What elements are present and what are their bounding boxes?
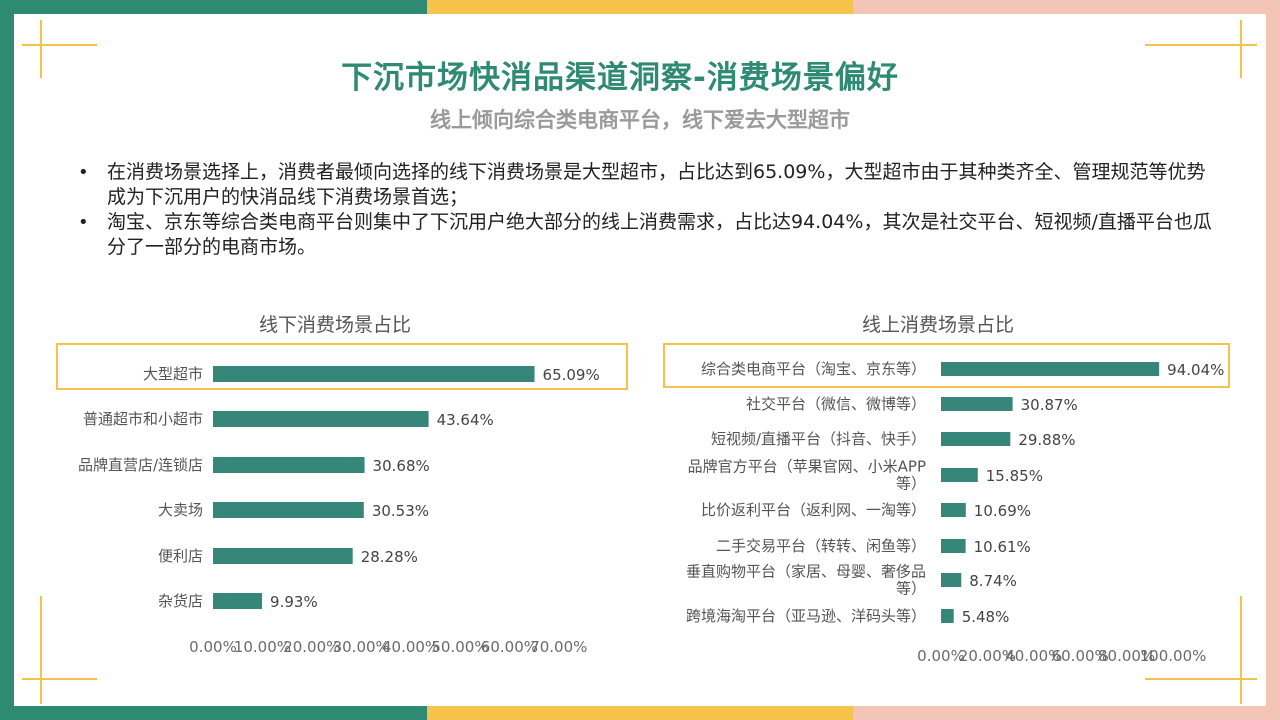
offline-bar: [213, 593, 263, 609]
offline-tick-label: 20.00%: [283, 638, 340, 656]
top-strip-pink: [853, 0, 1280, 14]
online-data-label: 5.48%: [962, 608, 1010, 626]
offline-category-label: 大卖场: [158, 501, 203, 519]
page-title: 下沉市场快消品渠道洞察-消费场景偏好: [341, 60, 899, 96]
online-category-label: 综合类电商平台（淘宝、京东等）: [701, 360, 926, 378]
online-bar: [941, 432, 1011, 446]
online-category-label: 等）: [896, 580, 926, 598]
offline-data-label: 30.53%: [372, 502, 429, 520]
corner-ornament-tl-v: [40, 20, 42, 78]
online-category-label: 短视频/直播平台（抖音、快手）: [711, 430, 926, 448]
page-subtitle: 线上倾向综合类电商平台，线下爱去大型超市: [430, 108, 850, 132]
online-tick-label: 20.00%: [959, 647, 1016, 665]
top-strip-yellow: [427, 0, 853, 14]
offline-tick-label: 50.00%: [431, 638, 488, 656]
online-category-label: 垂直购物平台（家居、母婴、奢侈品: [686, 563, 926, 581]
online-category-label: 品牌官方平台（苹果官网、小米APP: [688, 458, 926, 476]
offline-tick-label: 0.00%: [189, 638, 237, 656]
offline-data-label: 65.09%: [543, 366, 600, 384]
offline-category-label: 杂货店: [158, 592, 203, 610]
corner-ornament-tr-h: [1145, 44, 1257, 46]
top-strip-green: [0, 0, 427, 14]
online-category-label: 等）: [896, 475, 926, 493]
offline-category-label: 便利店: [158, 547, 203, 565]
online-category-label: 比价返利平台（返利网、一淘等）: [701, 501, 926, 519]
bullet-item: 淘宝、京东等综合类电商平台则集中了下沉用户绝大部分的线上消费需求，占比达94.0…: [76, 210, 1216, 260]
online-data-label: 29.88%: [1018, 431, 1075, 449]
corner-ornament-bl-v: [40, 596, 42, 704]
online-tick-label: 80.00%: [1098, 647, 1155, 665]
offline-bar: [213, 411, 429, 427]
offline-data-label: 30.68%: [373, 457, 430, 475]
offline-category-label: 普通超市和小超市: [83, 410, 203, 428]
corner-ornament-br-h: [1145, 678, 1257, 680]
bottom-strip-pink: [853, 706, 1280, 720]
insight-bullets: 在消费场景选择上，消费者最倾向选择的线下消费场景是大型超市，占比达到65.09%…: [76, 160, 1216, 260]
offline-bar: [213, 366, 535, 382]
offline-data-label: 9.93%: [270, 593, 318, 611]
online-tick-label: 0.00%: [917, 647, 965, 665]
online-category-label: 二手交易平台（转转、闲鱼等）: [716, 537, 926, 555]
online-data-label: 30.87%: [1021, 396, 1078, 414]
online-data-label: 10.61%: [974, 538, 1031, 556]
online-bar: [941, 539, 966, 553]
online-bar: [941, 468, 978, 482]
offline-category-label: 品牌直营店/连锁店: [78, 456, 203, 474]
offline-tick-label: 60.00%: [481, 638, 538, 656]
online-data-label: 94.04%: [1167, 361, 1224, 379]
offline-bar: [213, 457, 365, 473]
offline-bar: [213, 548, 353, 564]
online-bar: [941, 609, 954, 623]
offline-data-label: 28.28%: [361, 548, 418, 566]
online-tick-label: 60.00%: [1052, 647, 1109, 665]
bottom-strip-green: [0, 706, 427, 720]
online-highlight-box: [663, 343, 1230, 388]
corner-ornament-bl-h: [22, 678, 97, 680]
left-frame-strip: [0, 14, 14, 706]
offline-category-label: 大型超市: [143, 365, 203, 383]
online-category-label: 跨境海淘平台（亚马逊、洋码头等）: [686, 607, 926, 625]
online-bar: [941, 503, 966, 517]
offline-data-label: 43.64%: [437, 411, 494, 429]
offline-chart-title: 线下消费场景占比: [258, 314, 411, 336]
online-chart-title: 线上消费场景占比: [861, 314, 1014, 336]
online-bar: [941, 397, 1013, 411]
offline-tick-label: 40.00%: [382, 638, 439, 656]
offline-tick-label: 10.00%: [234, 638, 291, 656]
offline-tick-label: 30.00%: [333, 638, 390, 656]
right-frame-strip: [1266, 14, 1280, 706]
online-data-label: 10.69%: [974, 502, 1031, 520]
offline-highlight-box: [56, 343, 628, 390]
online-tick-label: 100.00%: [1140, 647, 1207, 665]
offline-bar: [213, 502, 364, 518]
corner-ornament-tr-v: [1240, 20, 1242, 78]
online-data-label: 15.85%: [986, 467, 1043, 485]
online-category-label: 社交平台（微信、微博等）: [746, 395, 926, 413]
offline-tick-label: 70.00%: [530, 638, 587, 656]
corner-ornament-br-v: [1240, 596, 1242, 704]
bullet-item: 在消费场景选择上，消费者最倾向选择的线下消费场景是大型超市，占比达到65.09%…: [76, 160, 1216, 210]
bottom-strip-yellow: [427, 706, 853, 720]
online-bar: [941, 362, 1160, 376]
online-bar: [941, 573, 962, 587]
corner-ornament-tl-h: [22, 44, 97, 46]
online-tick-label: 40.00%: [1005, 647, 1062, 665]
online-data-label: 8.74%: [969, 572, 1017, 590]
